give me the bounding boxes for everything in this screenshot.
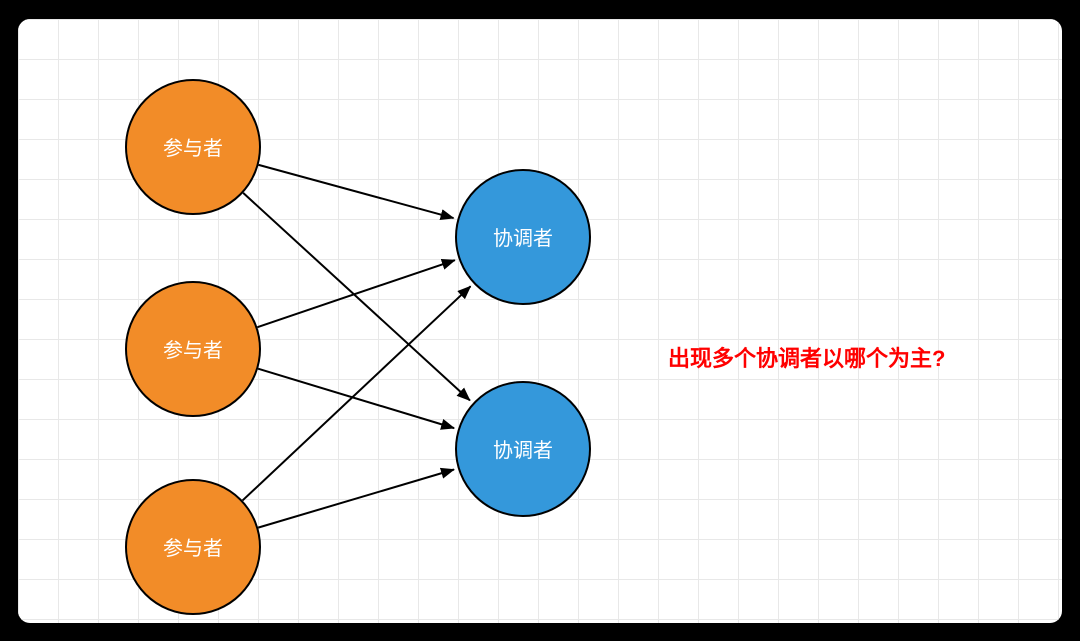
node-p1: 参与者 [125,79,261,215]
node-c1: 协调者 [455,169,591,305]
diagram-canvas: 参与者参与者参与者协调者协调者 出现多个协调者以哪个为主? [18,19,1062,623]
node-c2: 协调者 [455,381,591,517]
node-p3: 参与者 [125,479,261,615]
diagram-caption: 出现多个协调者以哪个为主? [668,341,945,373]
node-p2: 参与者 [125,281,261,417]
